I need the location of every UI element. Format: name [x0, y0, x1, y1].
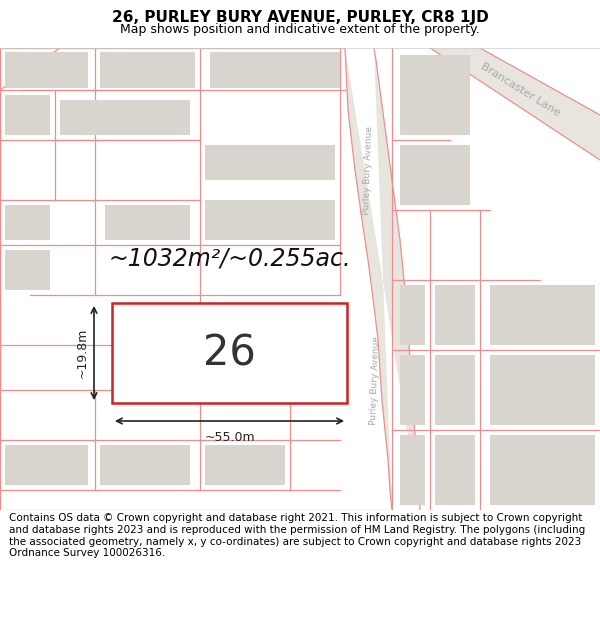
Polygon shape: [490, 355, 595, 425]
Polygon shape: [490, 435, 595, 505]
Polygon shape: [430, 48, 600, 160]
Polygon shape: [105, 205, 190, 240]
Text: ~19.8m: ~19.8m: [76, 328, 89, 378]
Text: Purley Bury Avenue: Purley Bury Avenue: [362, 126, 374, 214]
Polygon shape: [205, 445, 285, 485]
Text: Purley Bury Avenue: Purley Bury Avenue: [369, 336, 381, 424]
Polygon shape: [5, 52, 88, 88]
Polygon shape: [435, 355, 475, 425]
Polygon shape: [210, 52, 340, 88]
Polygon shape: [100, 52, 195, 88]
Polygon shape: [435, 435, 475, 505]
Polygon shape: [400, 355, 425, 425]
Bar: [112, 303, 347, 403]
Text: ~55.0m: ~55.0m: [204, 431, 255, 444]
Text: Contains OS data © Crown copyright and database right 2021. This information is : Contains OS data © Crown copyright and d…: [9, 514, 585, 558]
Polygon shape: [205, 200, 335, 240]
Polygon shape: [400, 55, 470, 135]
Polygon shape: [5, 445, 88, 485]
Text: Map shows position and indicative extent of the property.: Map shows position and indicative extent…: [120, 23, 480, 36]
Text: Brancaster Lane: Brancaster Lane: [479, 61, 562, 119]
Polygon shape: [490, 285, 595, 345]
Polygon shape: [5, 205, 50, 240]
Polygon shape: [435, 285, 475, 345]
Polygon shape: [400, 285, 425, 345]
Polygon shape: [400, 145, 470, 205]
Polygon shape: [60, 100, 190, 135]
Polygon shape: [400, 435, 425, 505]
Text: 26, PURLEY BURY AVENUE, PURLEY, CR8 1JD: 26, PURLEY BURY AVENUE, PURLEY, CR8 1JD: [112, 9, 488, 24]
Polygon shape: [5, 250, 50, 290]
Polygon shape: [345, 48, 420, 510]
Text: 26: 26: [203, 332, 256, 374]
Polygon shape: [205, 145, 335, 180]
Text: ~1032m²/~0.255ac.: ~1032m²/~0.255ac.: [108, 246, 351, 270]
Polygon shape: [5, 95, 50, 135]
Polygon shape: [100, 445, 190, 485]
